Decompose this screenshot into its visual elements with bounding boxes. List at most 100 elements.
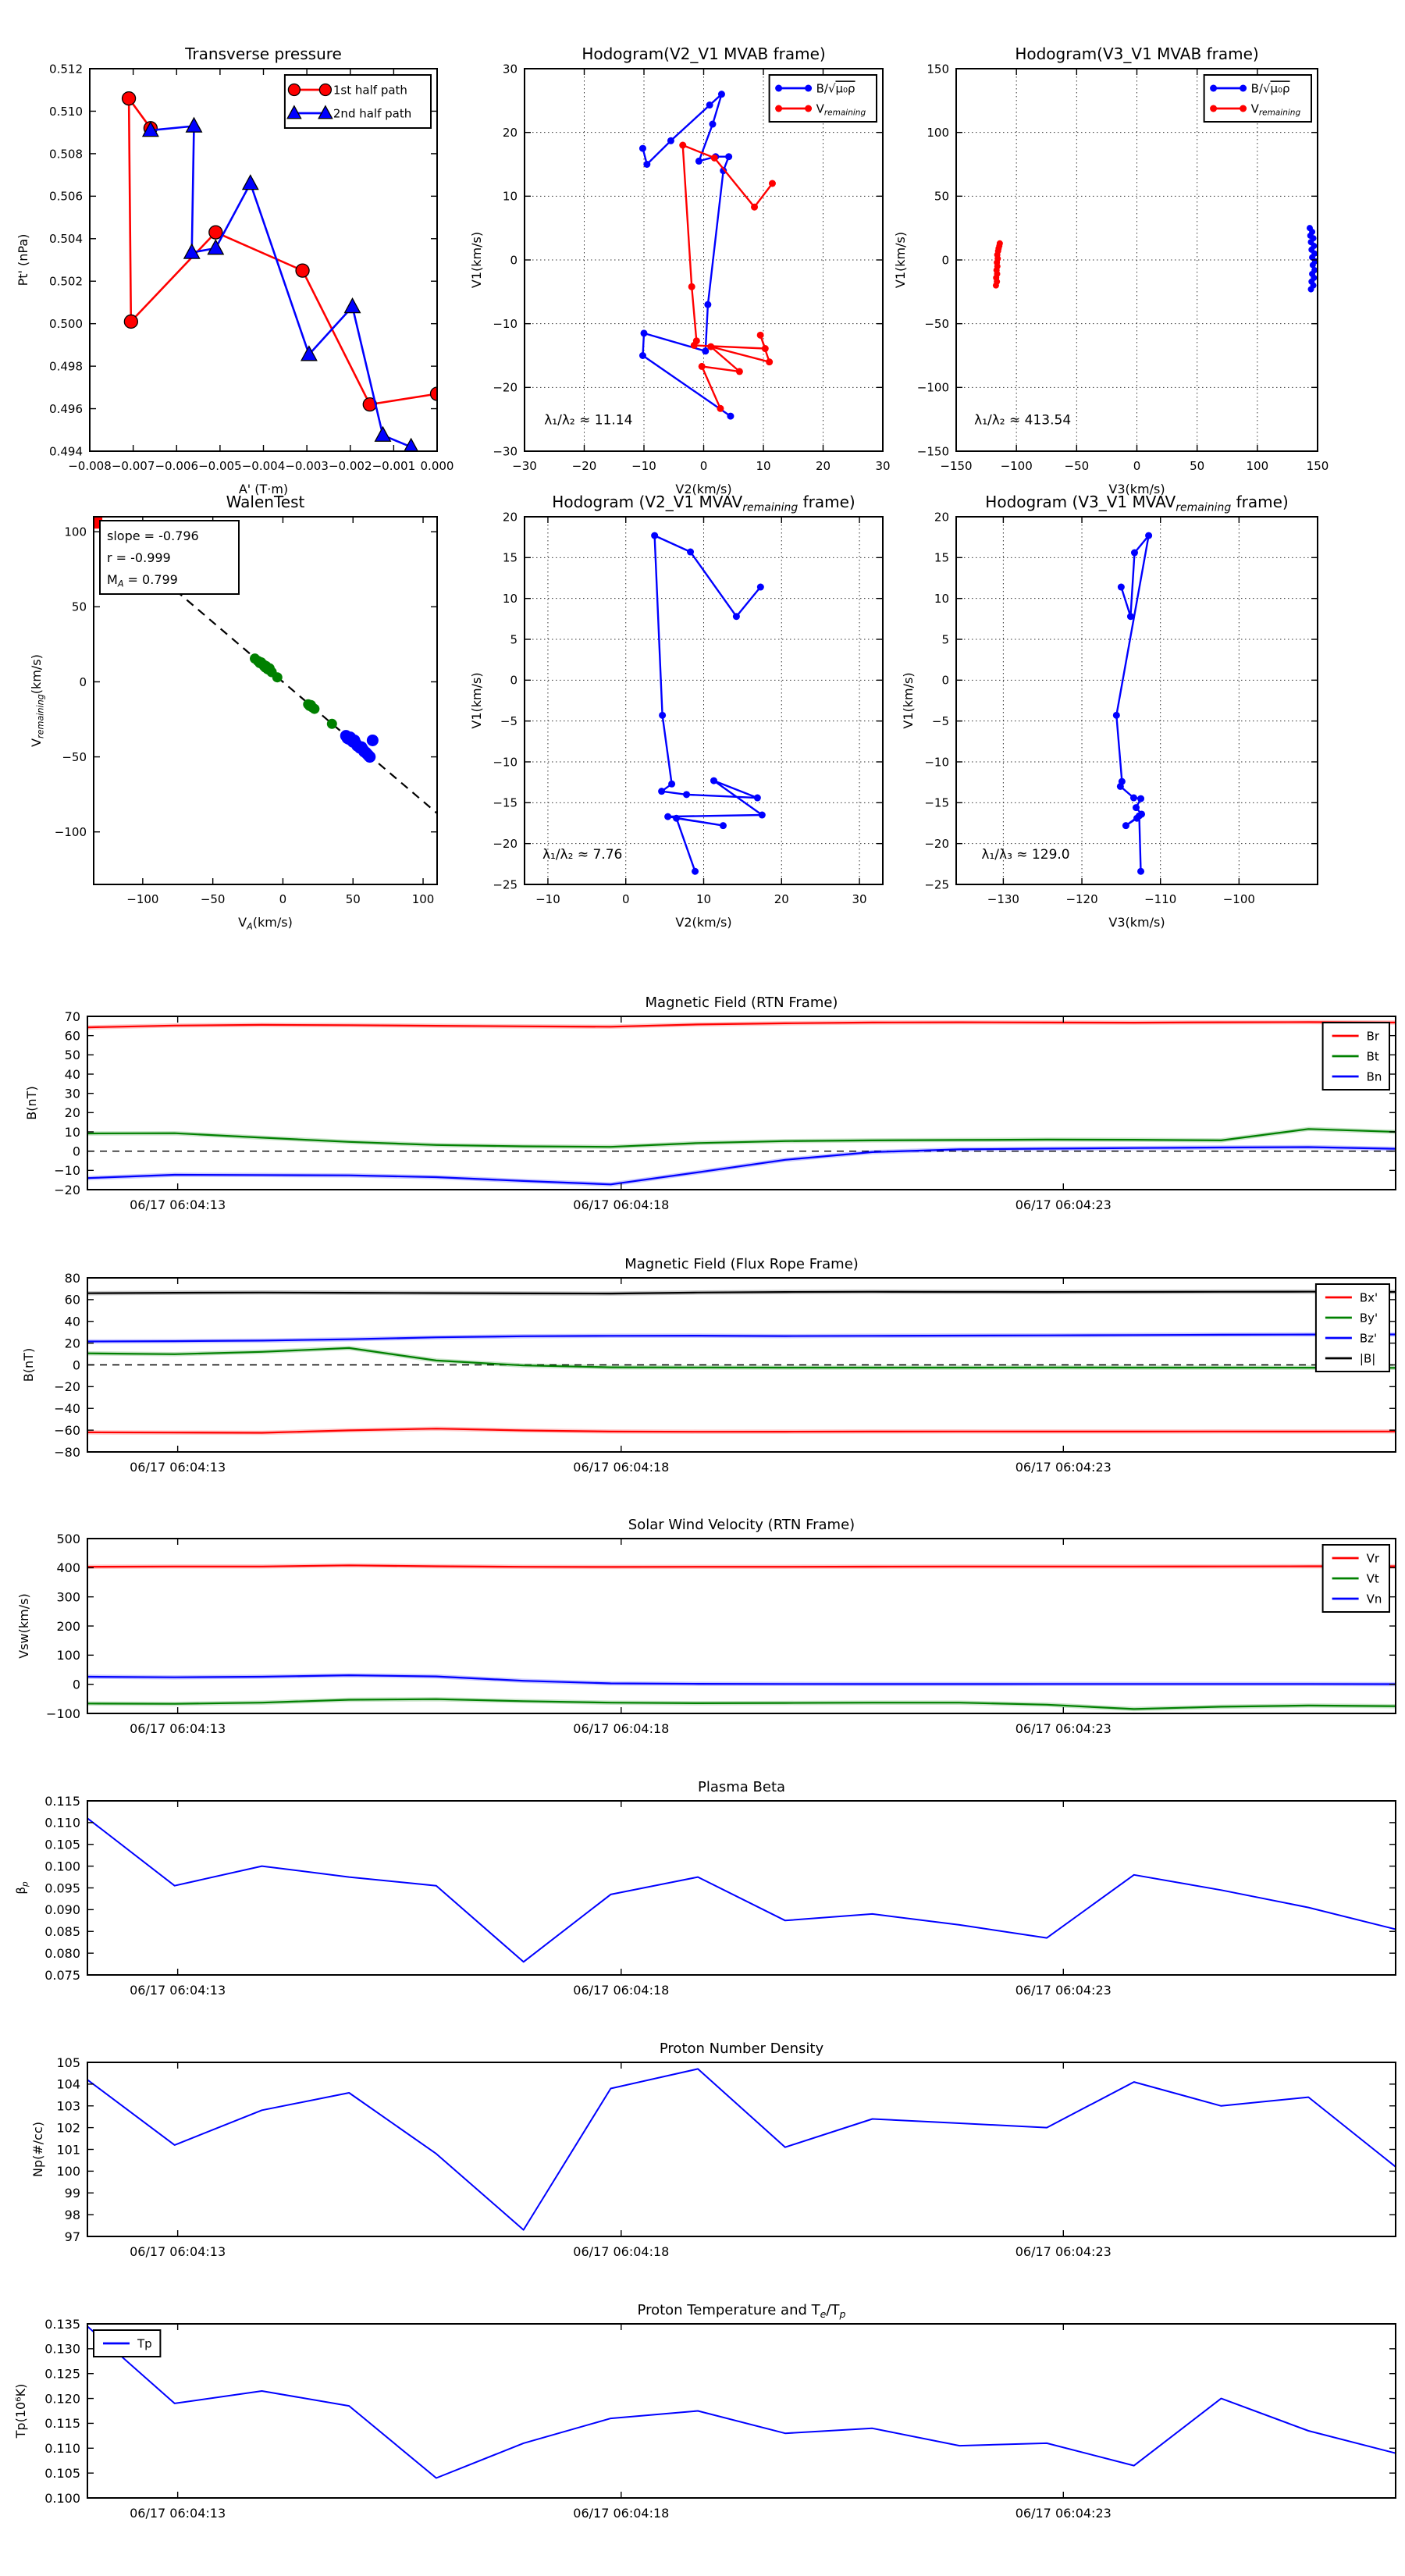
svg-text:Vremaining: Vremaining <box>1251 101 1301 117</box>
svg-text:Pt' (nPa): Pt' (nPa) <box>16 234 30 286</box>
svg-text:400: 400 <box>56 1560 80 1575</box>
svg-text:0: 0 <box>510 674 518 688</box>
chart-beta: 06/17 06:04:13 06/17 06:04:18 06/17 06:04:… <box>14 1779 1396 1998</box>
svg-text:0: 0 <box>279 892 287 906</box>
series-By' <box>87 1346 1396 1371</box>
svg-text:0: 0 <box>79 675 87 689</box>
svg-text:0.498: 0.498 <box>49 360 83 374</box>
legend: 1st half path 2nd half path <box>283 74 432 129</box>
svg-text:−100: −100 <box>917 381 949 395</box>
svg-text:06/17 06:04:13: 06/17 06:04:13 <box>130 1197 226 1212</box>
svg-text:0.115: 0.115 <box>44 2416 80 2431</box>
svg-text:0: 0 <box>1133 459 1141 473</box>
svg-text:V1(km/s): V1(km/s) <box>469 672 484 728</box>
series-inbound points <box>250 653 337 729</box>
series-V_remaining <box>679 141 776 412</box>
series-B/sqrt(mu0 rho) <box>1306 225 1318 293</box>
svg-text:−100: −100 <box>1001 459 1033 473</box>
svg-text:06/17 06:04:13: 06/17 06:04:13 <box>130 1460 226 1475</box>
svg-text:−50: −50 <box>201 892 226 906</box>
svg-text:−150: −150 <box>940 459 972 473</box>
svg-text:06/17 06:04:18: 06/17 06:04:18 <box>573 2244 669 2259</box>
svg-text:−110: −110 <box>1144 892 1176 906</box>
legend: Br Bt Bn <box>1321 1022 1390 1091</box>
series-Bz' <box>87 1332 1396 1344</box>
svg-text:Tp: Tp <box>137 2336 152 2350</box>
chart-hodoB2: −30 −20 −10 0 10 20 30 −30 −20 −10 0 10 20 30 Hodogram… <box>469 44 891 496</box>
svg-text:0: 0 <box>73 1677 80 1692</box>
svg-text:06/17 06:04:13: 06/17 06:04:13 <box>130 2244 226 2259</box>
svg-text:B(nT): B(nT) <box>24 1086 39 1119</box>
svg-text:Plasma Beta: Plasma Beta <box>698 1779 785 1795</box>
svg-text:0.000: 0.000 <box>421 459 454 473</box>
svg-text:Vt: Vt <box>1367 1571 1379 1585</box>
svg-text:0.085: 0.085 <box>44 1924 80 1939</box>
svg-text:B(nT): B(nT) <box>21 1348 36 1382</box>
svg-text:50: 50 <box>65 1048 80 1062</box>
svg-text:10: 10 <box>65 1125 80 1140</box>
series-outbound points <box>340 730 379 763</box>
svg-text:20: 20 <box>934 510 949 524</box>
svg-text:0: 0 <box>73 1357 80 1372</box>
svg-text:06/17 06:04:18: 06/17 06:04:18 <box>573 2506 669 2521</box>
svg-text:15: 15 <box>503 551 518 565</box>
svg-text:60: 60 <box>65 1028 80 1043</box>
svg-text:Hodogram(V2_V1 MVAB frame): Hodogram(V2_V1 MVAB frame) <box>582 44 825 63</box>
svg-text:V2(km/s): V2(km/s) <box>675 482 731 496</box>
svg-text:100: 100 <box>412 892 435 906</box>
svg-text:0: 0 <box>941 674 949 688</box>
svg-text:−25: −25 <box>924 877 949 891</box>
svg-text:Vremaining: Vremaining <box>816 101 866 117</box>
svg-text:Vremaining(km/s): Vremaining(km/s) <box>29 654 46 747</box>
svg-text:Transverse pressure: Transverse pressure <box>184 44 342 63</box>
svg-text:5: 5 <box>510 632 518 646</box>
legend: Bx' By' Bz' |B| <box>1314 1283 1391 1372</box>
series-Np <box>87 2068 1396 2231</box>
svg-text:500: 500 <box>56 1532 80 1546</box>
svg-text:−80: −80 <box>54 1445 80 1460</box>
svg-text:−25: −25 <box>493 877 518 891</box>
svg-text:30: 30 <box>65 1086 80 1101</box>
svg-text:−10: −10 <box>631 459 656 473</box>
svg-text:Np(#/cc): Np(#/cc) <box>30 2122 45 2177</box>
svg-text:0.504: 0.504 <box>49 232 83 246</box>
series-Vt <box>87 1696 1396 1712</box>
svg-text:−50: −50 <box>924 317 949 331</box>
svg-text:0.110: 0.110 <box>44 1816 80 1831</box>
svg-text:104: 104 <box>56 2077 80 2092</box>
svg-text:06/17 06:04:18: 06/17 06:04:18 <box>573 1197 669 1212</box>
svg-text:0.135: 0.135 <box>44 2317 80 2332</box>
svg-text:−20: −20 <box>54 1183 80 1197</box>
svg-text:0.512: 0.512 <box>49 62 83 76</box>
svg-text:0: 0 <box>510 253 518 267</box>
svg-text:−0.003: −0.003 <box>285 459 329 473</box>
svg-text:101: 101 <box>56 2142 80 2157</box>
svg-text:99: 99 <box>65 2186 80 2201</box>
svg-text:0.115: 0.115 <box>44 1794 80 1809</box>
svg-text:Hodogram(V3_V1 MVAB frame): Hodogram(V3_V1 MVAB frame) <box>1015 44 1258 63</box>
series-Bt <box>87 1126 1396 1149</box>
svg-text:20: 20 <box>816 459 831 473</box>
series-Bx' <box>87 1426 1396 1436</box>
svg-text:50: 50 <box>346 892 361 906</box>
svg-text:80: 80 <box>65 1271 80 1286</box>
legend: Tp <box>93 2329 162 2357</box>
svg-text:0.502: 0.502 <box>49 275 83 289</box>
svg-text:−0.002: −0.002 <box>329 459 372 473</box>
svg-text:20: 20 <box>503 510 518 524</box>
svg-text:06/17 06:04:13: 06/17 06:04:13 <box>130 1721 226 1736</box>
svg-text:06/17 06:04:23: 06/17 06:04:23 <box>1016 1721 1112 1736</box>
svg-text:r = -0.999: r = -0.999 <box>107 550 171 565</box>
svg-text:0.100: 0.100 <box>44 1859 80 1873</box>
svg-text:0: 0 <box>941 253 949 267</box>
chart-pressure: −0.008 −0.007 −0.006 −0.005 −0.004 −0.003 −0.0… <box>16 44 454 496</box>
svg-text:|B|: |B| <box>1360 1351 1375 1365</box>
svg-text:−50: −50 <box>62 750 87 764</box>
svg-text:Proton Temperature and Te/Tp: Proton Temperature and Te/Tp <box>638 2302 846 2320</box>
svg-text:06/17 06:04:23: 06/17 06:04:23 <box>1016 1983 1112 1998</box>
svg-text:−5: −5 <box>932 714 949 728</box>
svg-text:λ₁/λ₂ ≈ 413.54: λ₁/λ₂ ≈ 413.54 <box>974 413 1071 429</box>
svg-text:−20: −20 <box>493 381 518 395</box>
